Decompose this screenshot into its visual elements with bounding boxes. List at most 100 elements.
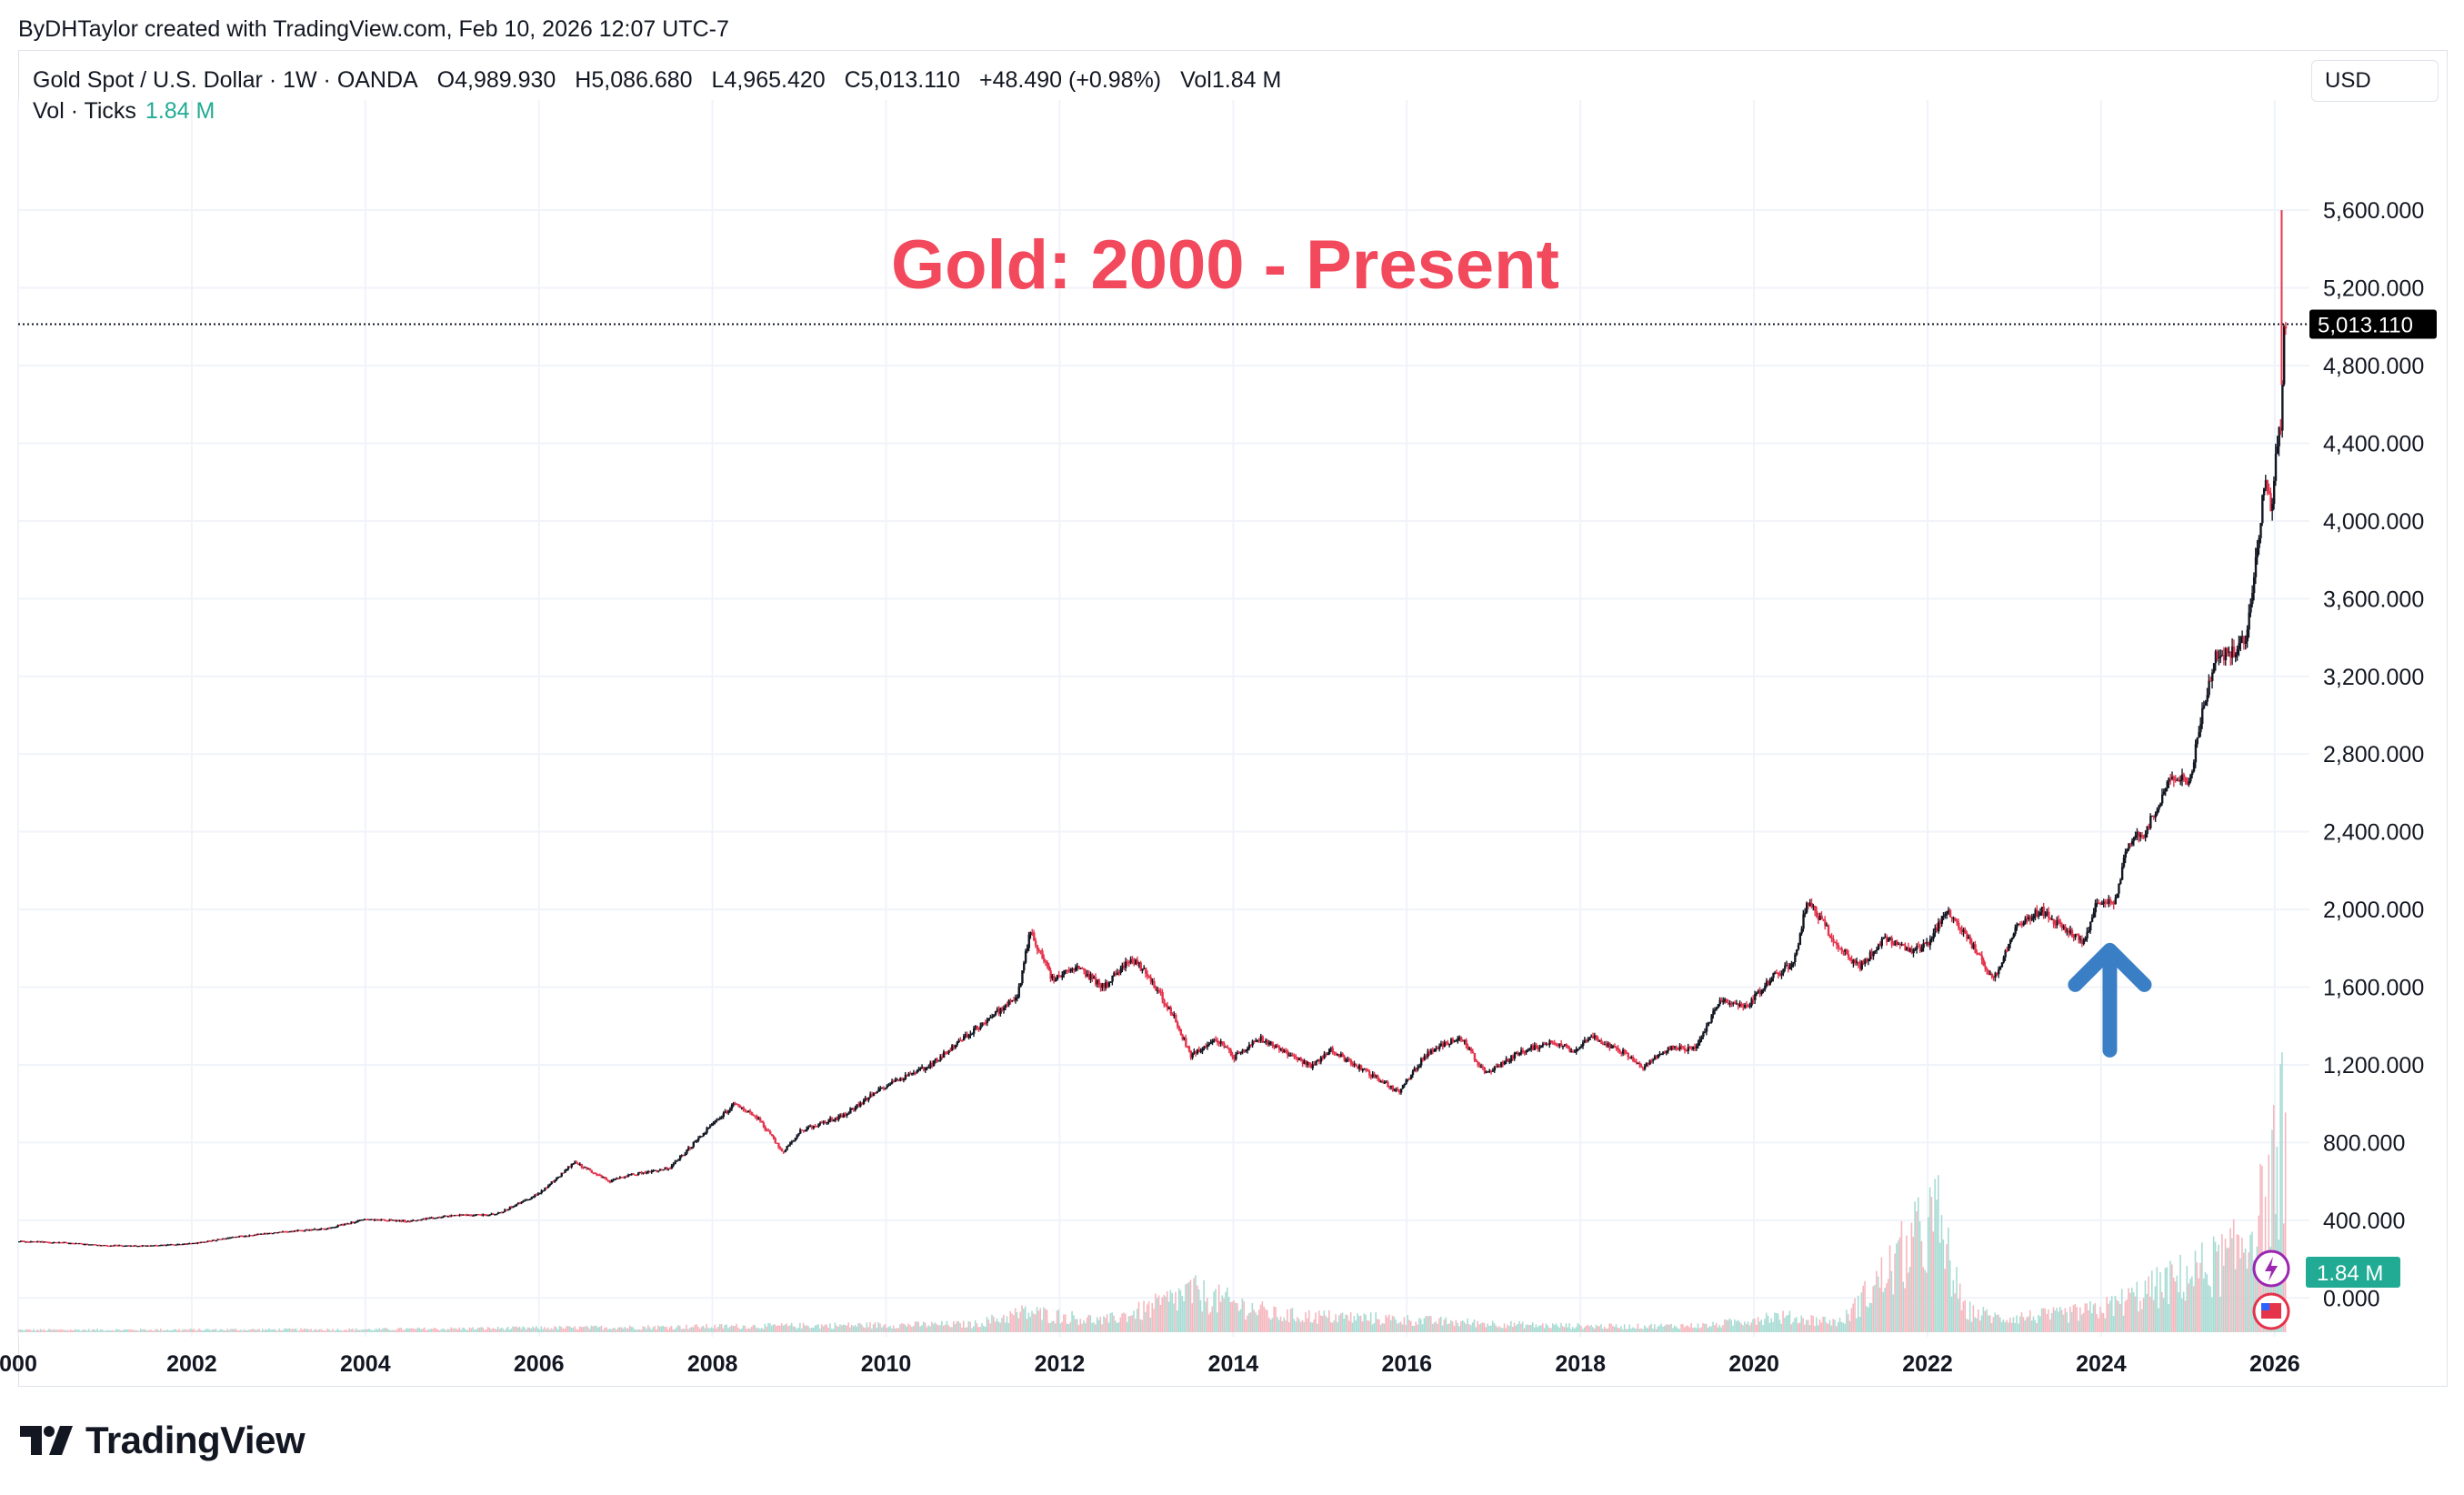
candle-body [1287,1055,1291,1057]
volume-bar [1171,1292,1174,1332]
candle-body [2134,836,2138,838]
volume-bar [1852,1303,1854,1332]
volume-bar [450,1327,453,1332]
volume-bar [118,1329,120,1332]
volume-bar [238,1329,240,1332]
candle-body [1655,1056,1658,1059]
volume-bar [300,1328,302,1332]
candle-body [1738,1004,1741,1007]
candle-body [1267,1039,1269,1045]
volume-bar [1013,1315,1015,1332]
volume-bar [512,1326,514,1332]
candle-body [1956,920,1958,923]
symbol-name[interactable]: Gold Spot / U.S. Dollar · 1W · OANDA [33,67,418,93]
candle-body [1047,965,1051,971]
volume-bar [1582,1329,1584,1332]
candle-body [435,1217,438,1219]
volume-bar [119,1329,122,1332]
volume-bar [1541,1323,1544,1332]
volume-bar [914,1321,916,1332]
candle-body [405,1221,408,1223]
volume-bar [282,1330,284,1332]
volume-bar [1019,1311,1021,1332]
candle-body [1335,1053,1337,1056]
volume-bar [2036,1323,2038,1332]
candle-body [1241,1049,1244,1052]
candle-body [570,1163,574,1168]
y-tick-label: 3,600.000 [2323,587,2424,612]
volume-bar [445,1329,447,1332]
volume-bar [2252,1259,2255,1332]
candle-body [1802,914,1805,929]
candle-body [1367,1069,1369,1072]
volume-bar [196,1329,199,1332]
volume-bar [1537,1327,1539,1332]
volume-bar [278,1329,280,1332]
volume-bar [1573,1328,1576,1332]
candle-body [398,1220,401,1222]
volume-bar [1387,1317,1388,1332]
currency-button[interactable]: USD [2311,60,2439,102]
volume-bar [1868,1302,1871,1332]
volume-bar [1767,1316,1769,1332]
volume-bar [979,1326,981,1332]
candle-body [1501,1061,1505,1065]
volume-bar [161,1330,164,1332]
volume-legend[interactable]: Vol · Ticks 1.84 M [33,98,215,125]
volume-bar [1725,1319,1728,1332]
candle-body [1872,951,1875,957]
volume-bar [1185,1284,1187,1332]
volume-bar [2272,1105,2275,1332]
volume-bar [1121,1313,1123,1332]
volume-bar [1196,1285,1198,1332]
candle-body [839,1115,842,1117]
candle-body [1084,970,1087,977]
candle-body [1024,951,1027,963]
candle-body [1003,1007,1006,1010]
volume-bar [43,1329,45,1332]
volume-bar [1443,1319,1446,1332]
candle-body [2139,835,2142,838]
candle-body [902,1079,906,1080]
candle-body [1151,980,1154,983]
volume-bar [959,1322,961,1332]
volume-bar [874,1322,876,1332]
volume-bar [1774,1312,1776,1332]
candle-body [1894,940,1897,945]
candle-body [378,1219,381,1221]
volume-bar [131,1329,134,1332]
volume-bar [1481,1322,1484,1332]
candle-body [276,1232,279,1234]
candle-body [278,1231,281,1233]
candle-body [1858,963,1862,969]
volume-bar [1588,1326,1590,1332]
candle-body [273,1232,276,1234]
candle-body [1115,972,1117,975]
candle-body [939,1056,942,1061]
volume-bar [388,1329,391,1332]
candle-body [582,1167,585,1169]
tradingview-logo[interactable]: TradingView [18,1419,305,1462]
candle-body [1057,975,1061,977]
symbol-legend[interactable]: Gold Spot / U.S. Dollar · 1W · OANDA O4,… [33,67,1294,94]
volume-bar [2094,1302,2097,1332]
volume-label[interactable]: Vol · Ticks [33,98,136,124]
volume-bar [566,1326,567,1332]
volume-bar [2152,1299,2155,1332]
candle-body [308,1229,311,1231]
candle-body [2269,493,2272,511]
volume-bar [342,1330,344,1332]
volume-bar [502,1328,504,1332]
candle-body [2014,927,2017,934]
candle-body [504,1209,506,1212]
volume-bar [396,1328,399,1332]
volume-bar [1227,1297,1230,1332]
candle-body [2266,480,2269,492]
candle-body [627,1174,630,1178]
volume-bar [776,1326,777,1332]
candle-body [856,1104,858,1109]
candle-body [1910,948,1914,954]
candle-body [1690,1047,1693,1049]
candle-body [530,1197,533,1199]
